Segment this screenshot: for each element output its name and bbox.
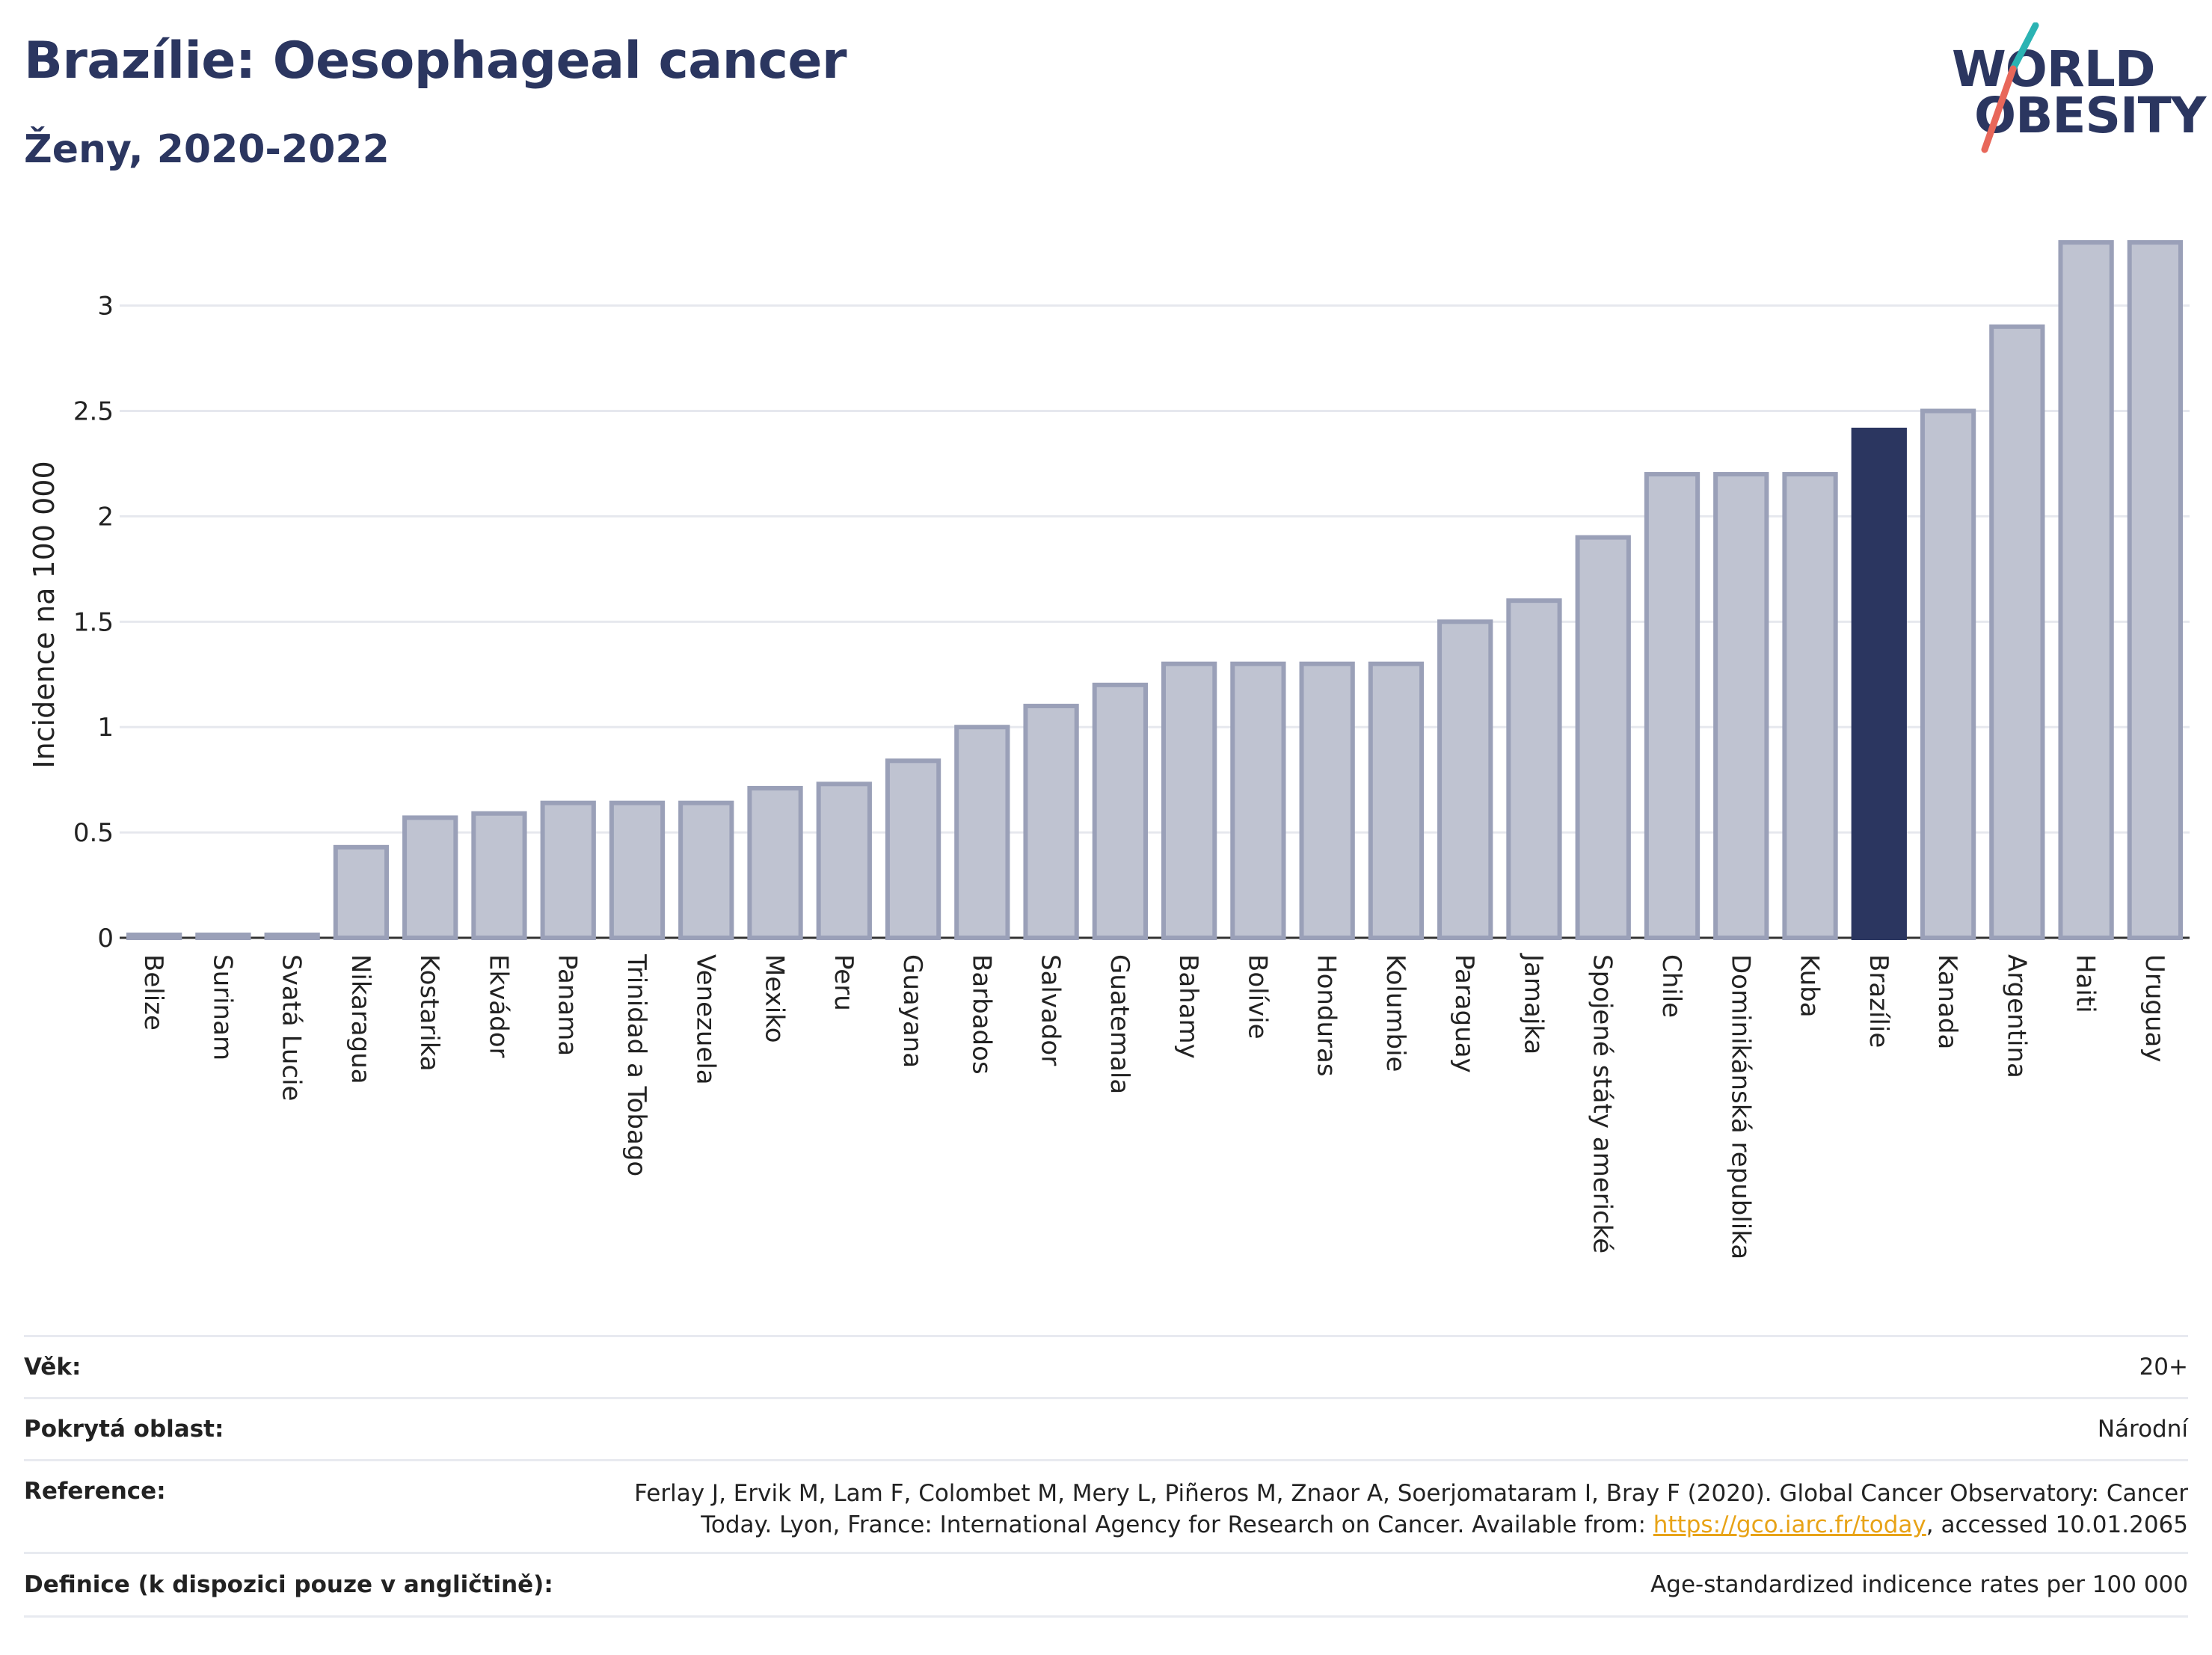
logo-line-2: OBESITY	[1974, 87, 2206, 144]
bar-bolívie	[1230, 661, 1286, 940]
info-label-coverage: Pokrytá oblast:	[24, 1416, 224, 1443]
info-value-reference: Ferlay J, Ervik M, Lam F, Colombet M, Me…	[618, 1478, 2188, 1541]
y-tick-label: 0	[97, 924, 114, 954]
x-tick-label: Haiti	[2071, 954, 2101, 1013]
reference-link[interactable]: https://gco.iarc.fr/today	[1653, 1511, 1926, 1538]
bar-barbados	[954, 725, 1010, 941]
info-label-reference: Reference:	[24, 1478, 166, 1505]
y-tick-label: 2	[97, 502, 114, 532]
gridlines	[120, 304, 2190, 939]
y-axis-ticks: 0 0.5 1 1.5 2 2.5 3	[73, 292, 114, 954]
bar-chart: 0 0.5 1 1.5 2 2.5 3 Belize Surinam Svatá Lucie Ni…	[28, 240, 2190, 1259]
x-tick-label: Kuba	[1795, 954, 1825, 1018]
logo-slash-icon	[1981, 22, 2039, 153]
reference-text-end: , accessed 10.01.2065	[1926, 1511, 2188, 1538]
x-tick-label: Argentina	[2001, 954, 2031, 1078]
x-tick-label: Jamajka	[1518, 953, 1548, 1054]
bar-argentina	[1989, 324, 2045, 940]
bar-mexiko	[747, 785, 803, 940]
y-tick-label: 1.5	[73, 607, 114, 637]
bar-haiti	[2058, 240, 2114, 941]
x-tick-label: Paraguay	[1449, 954, 1479, 1073]
x-tick-label: Ekvádor	[483, 954, 513, 1058]
bar-ekvádor	[471, 811, 527, 940]
x-tick-label: Uruguay	[2139, 954, 2169, 1063]
bar-kolumbie	[1368, 661, 1425, 940]
x-tick-label: Bolívie	[1242, 954, 1272, 1040]
reference-text: Ferlay J, Ervik M, Lam F, Colombet M, Me…	[634, 1480, 2188, 1538]
bar-spojené-státy-americké	[1575, 535, 1631, 941]
bar-bahamy	[1161, 661, 1217, 940]
x-tick-label: Barbados	[966, 954, 996, 1075]
bar-paraguay	[1437, 619, 1493, 940]
x-tick-label: Brazílie	[1864, 954, 1893, 1048]
bar-belize	[126, 933, 182, 940]
bar-jamajka	[1506, 598, 1562, 940]
bar-kanada	[1920, 408, 1976, 940]
info-value-definition: Age-standardized indicence rates per 100…	[1650, 1571, 2188, 1598]
x-tick-label: Venezuela	[690, 954, 720, 1085]
y-axis-title: Incidence na 100 000	[28, 461, 61, 768]
bar-panama	[540, 800, 596, 941]
info-row-age: Věk: 20+	[24, 1335, 2188, 1397]
x-tick-label: Peru	[829, 954, 858, 1011]
bar-salvador	[1023, 704, 1079, 940]
bar-trinidad-a-tobago	[609, 800, 666, 941]
info-row-definition: Definice (k dispozici pouze v angličtině…	[24, 1552, 2188, 1618]
x-tick-label: Mexiko	[760, 954, 790, 1043]
bar-svatá-lucie	[264, 933, 320, 940]
x-tick-label: Kolumbie	[1380, 954, 1410, 1072]
y-tick-label: 1	[97, 713, 114, 743]
info-value-age: 20+	[2139, 1354, 2188, 1381]
world-obesity-logo: WORLD OBESITY	[1952, 22, 2206, 157]
x-tick-label: Chile	[1656, 954, 1686, 1018]
x-tick-label: Bahamy	[1173, 954, 1203, 1059]
x-tick-label: Surinam	[207, 954, 237, 1060]
info-label-definition: Definice (k dispozici pouze v angličtině…	[24, 1571, 553, 1598]
bar-surinam	[195, 933, 251, 940]
x-tick-label: Svatá Lucie	[277, 954, 307, 1101]
y-tick-label: 2.5	[73, 397, 114, 427]
x-tick-label: Nikaragua	[345, 954, 375, 1084]
bar-kuba	[1782, 472, 1838, 940]
info-table: Věk: 20+ Pokrytá oblast: Národní Referen…	[24, 1335, 2188, 1618]
bar-venezuela	[678, 800, 734, 941]
x-tick-label: Guatemala	[1105, 954, 1134, 1094]
chart-subtitle: Ženy, 2020-2022	[24, 127, 390, 172]
y-tick-label: 3	[97, 292, 114, 322]
x-tick-label: Honduras	[1312, 954, 1342, 1077]
chart-title: Brazílie: Oesophageal cancer	[24, 31, 847, 90]
logo-line-1: WORLD	[1952, 40, 2156, 98]
x-axis-labels: Belize Surinam Svatá Lucie Nikaragua Kostari…	[138, 953, 2169, 1259]
y-tick-label: 0.5	[73, 818, 114, 848]
bars	[126, 240, 2184, 941]
bar-chile	[1644, 472, 1701, 940]
bar-guatemala	[1092, 682, 1149, 941]
bar-brazílie	[1851, 427, 1907, 940]
x-tick-label: Spojené státy americké	[1588, 954, 1617, 1253]
bar-honduras	[1299, 661, 1355, 940]
bar-uruguay	[2127, 240, 2184, 941]
info-label-age: Věk:	[24, 1354, 82, 1381]
info-value-coverage: Národní	[2097, 1416, 2188, 1443]
x-tick-label: Guayana	[897, 954, 927, 1068]
bar-guayana	[885, 758, 941, 941]
bar-kostarika	[402, 815, 458, 940]
info-row-coverage: Pokrytá oblast: Národní	[24, 1397, 2188, 1459]
x-tick-label: Salvador	[1036, 954, 1066, 1066]
x-tick-label: Belize	[138, 954, 168, 1031]
x-tick-label: Panama	[553, 954, 583, 1056]
x-tick-label: Trinidad a Tobago	[621, 954, 651, 1176]
info-row-reference: Reference: Ferlay J, Ervik M, Lam F, Col…	[24, 1459, 2188, 1552]
x-tick-label: Kostarika	[414, 954, 444, 1072]
bar-peru	[816, 782, 872, 940]
bar-nikaragua	[333, 844, 390, 940]
x-tick-label: Dominikánská republika	[1725, 954, 1755, 1259]
x-tick-label: Kanada	[1932, 954, 1962, 1049]
bar-dominikánská-republika	[1713, 472, 1769, 940]
